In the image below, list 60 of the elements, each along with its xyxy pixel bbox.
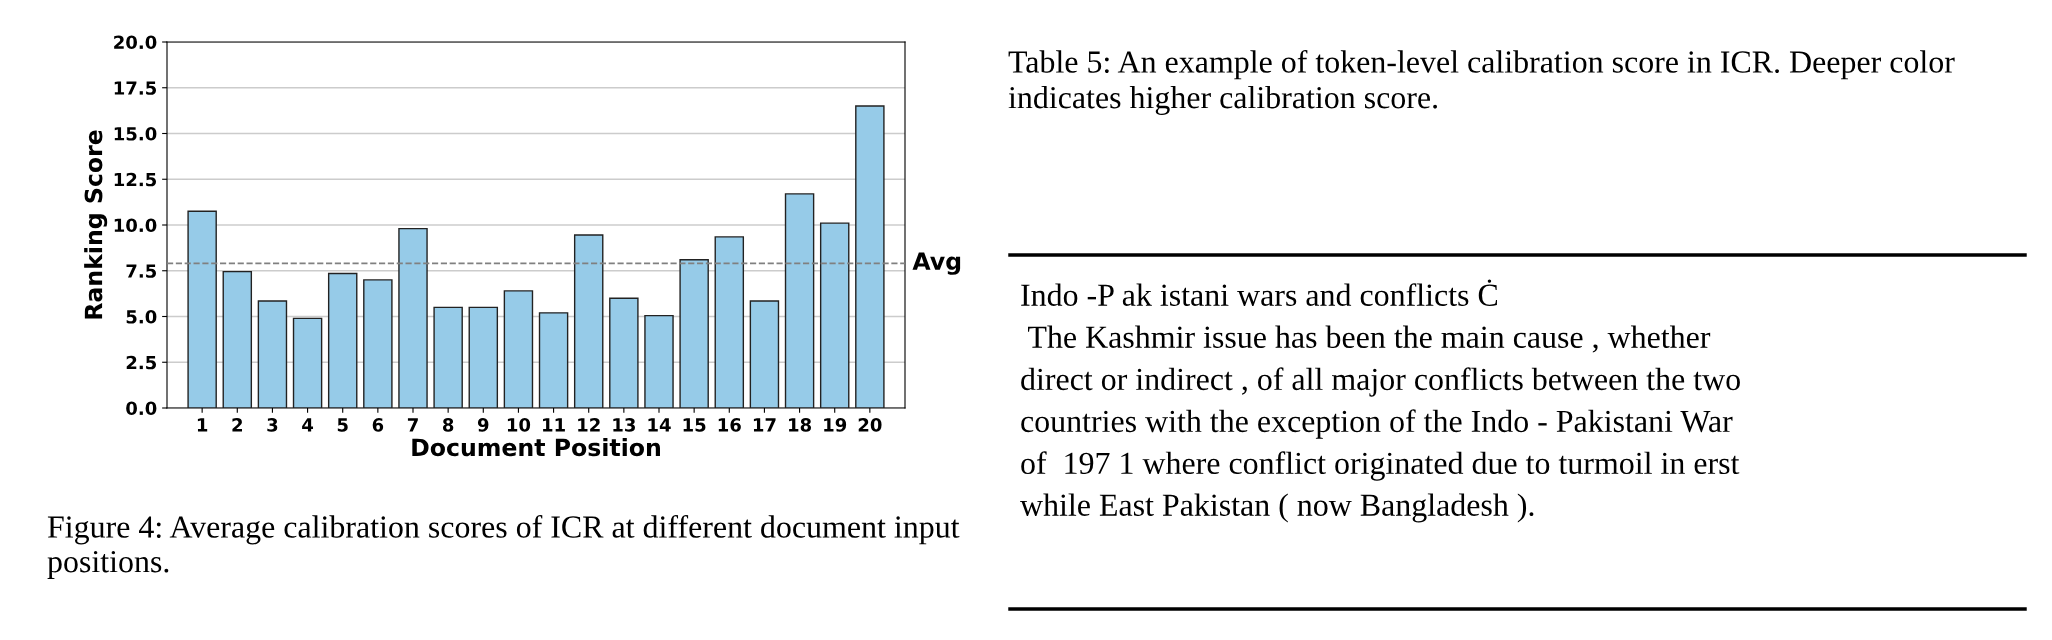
bar [609, 297, 639, 408]
x-tick-label: 16 [718, 418, 741, 432]
caption: Figure 4: Average calibration scores of ICR at different document input positions. [47, 515, 960, 579]
bar [573, 234, 604, 408]
bar [257, 300, 288, 408]
x-tick-label: 6 [372, 418, 384, 432]
x-tick-label: 7 [407, 418, 418, 432]
x-tick-label: 13 [613, 418, 635, 432]
x-tick-label: 5 [337, 418, 348, 432]
bar [292, 317, 323, 408]
bar [855, 105, 885, 408]
text: Indo -P ak istani wars and conflicts Ċ [1021, 279, 1497, 306]
x-tick-label: 14 [648, 418, 671, 432]
y-tick-label: 12.5 [114, 172, 157, 187]
y-tick-label: 2.5 [126, 355, 157, 370]
x-tick-label: 1 [197, 418, 208, 432]
bar [714, 236, 745, 408]
x-tick-label: 12 [578, 418, 600, 432]
y-tick-label: 20.0 [114, 35, 157, 50]
bar [222, 270, 253, 408]
text: of 197 1 where conflict originated due to turmoil in erst [1021, 451, 1740, 481]
text: direct or indirect , of all major conflicts between the two [1021, 367, 1740, 397]
bar [679, 259, 709, 408]
y-tick-label: 17.5 [114, 81, 157, 95]
bar [327, 272, 358, 408]
x-axis-title: Document Position [412, 437, 660, 457]
x-tick-label: 2 [232, 418, 242, 432]
y-axis-title: Ranking Score [84, 130, 108, 319]
bar [644, 314, 674, 408]
bar [784, 193, 815, 408]
text: The Kashmir issue has been the main cause , whether [1028, 325, 1711, 353]
text: while East Pakistan ( now Bangladesh ). [1020, 493, 1534, 523]
x-tick-label: 8 [442, 418, 454, 432]
bar [503, 290, 534, 408]
x-tick-label: 10 [507, 418, 531, 432]
y-tick-label: 0.0 [126, 401, 157, 416]
bar [363, 279, 393, 408]
x-tick-label: 15 [683, 418, 706, 432]
x-tick-label: 4 [302, 418, 314, 432]
text: countries with the exception of the Indo - Pakistani War [1021, 409, 1733, 439]
bar [538, 312, 569, 408]
y-tick-label: 7.5 [126, 264, 157, 278]
x-tick-label: 18 [789, 418, 812, 432]
text: Table 5: An example of token-level calibration score in ICR. Deeper color indicates higher calibration score. [1008, 50, 1955, 115]
ref-line-label: Avg [912, 252, 961, 275]
x-tick-label: 20 [858, 418, 882, 432]
x-tick-label: 19 [824, 418, 847, 432]
y-tick-label: 10.0 [114, 218, 157, 233]
y-tick-label: 5.0 [126, 309, 157, 324]
bar [187, 210, 217, 408]
x-tick-label: 3 [267, 418, 278, 432]
bar [433, 306, 463, 408]
x-tick-label: 11 [543, 418, 565, 432]
bar [749, 300, 780, 408]
bar [398, 227, 428, 408]
x-tick-label: 17 [753, 418, 776, 432]
y-tick-label: 15.0 [114, 126, 157, 141]
bar [819, 222, 850, 408]
bar [468, 306, 499, 408]
x-tick-label: 9 [477, 418, 489, 432]
